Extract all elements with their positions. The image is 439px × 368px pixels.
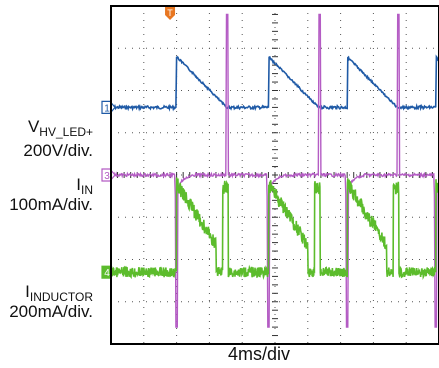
- channel-markers: 1 3 4 T: [101, 6, 176, 279]
- ch3-label-main: I: [76, 175, 81, 194]
- ch4-trace: [110, 177, 439, 280]
- ch4-label: IINDUCTOR: [25, 283, 93, 306]
- x-axis-label: 4ms/div: [228, 344, 291, 364]
- channel-marker-text: 1: [104, 103, 110, 114]
- channel-marker-text: 3: [104, 171, 110, 182]
- ch1-label-sub: HV_LED+: [39, 125, 93, 139]
- ch1-label: VHV_LED+: [28, 118, 93, 141]
- ch1-label-main: V: [27, 117, 40, 136]
- plot-border: [110, 5, 439, 345]
- ch4-label-main: I: [25, 282, 30, 301]
- ch4-label-sub: INDUCTOR: [29, 290, 93, 304]
- ch1-scale: 200V/div.: [23, 141, 93, 160]
- ch1-trace: [110, 54, 439, 112]
- ch3-scale: 100mA/div.: [9, 195, 93, 214]
- ch3-label: IIN: [76, 176, 93, 199]
- channel-marker-text: 4: [104, 268, 110, 279]
- waveform-traces: [110, 13, 439, 328]
- trigger-marker: [165, 6, 176, 20]
- ch3-label-sub: IN: [81, 183, 93, 197]
- ch3-trace: [110, 13, 439, 328]
- trigger-marker-text: T: [167, 8, 173, 18]
- ch4-scale: 200mA/div.: [9, 302, 93, 321]
